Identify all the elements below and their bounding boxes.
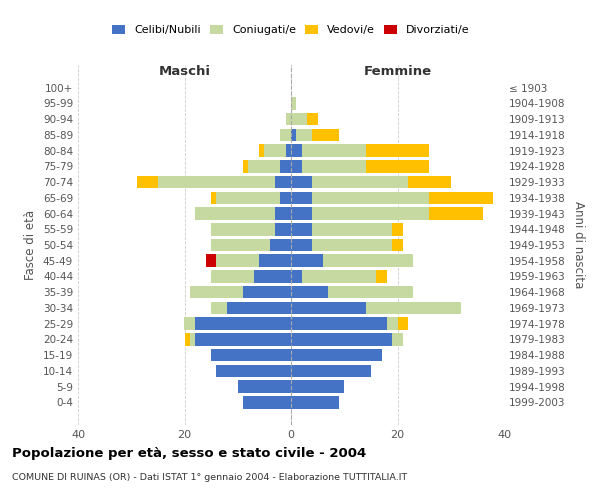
Bar: [217, 254, 259, 267]
Bar: [217, 364, 291, 377]
Bar: [211, 192, 217, 204]
Bar: [291, 113, 307, 126]
Bar: [430, 192, 493, 204]
Bar: [275, 207, 291, 220]
Bar: [323, 254, 413, 267]
Bar: [286, 144, 291, 157]
Bar: [227, 302, 291, 314]
Bar: [248, 160, 280, 172]
Bar: [291, 254, 323, 267]
Bar: [206, 254, 217, 267]
Bar: [430, 207, 483, 220]
Bar: [313, 176, 408, 188]
Bar: [280, 192, 291, 204]
Bar: [408, 176, 451, 188]
Bar: [254, 270, 291, 283]
Bar: [270, 238, 291, 252]
Bar: [291, 207, 313, 220]
Bar: [211, 223, 275, 235]
Bar: [392, 333, 403, 345]
Bar: [291, 333, 392, 345]
Bar: [211, 349, 291, 362]
Bar: [291, 238, 313, 252]
Bar: [243, 160, 248, 172]
Bar: [275, 223, 291, 235]
Bar: [243, 286, 291, 298]
Bar: [211, 238, 270, 252]
Text: Femmine: Femmine: [364, 65, 431, 78]
Bar: [185, 333, 190, 345]
Bar: [291, 380, 344, 393]
Bar: [291, 318, 387, 330]
Bar: [376, 270, 387, 283]
Bar: [137, 176, 158, 188]
Bar: [302, 270, 376, 283]
Bar: [195, 207, 275, 220]
Bar: [291, 97, 296, 110]
Bar: [259, 254, 291, 267]
Bar: [291, 223, 313, 235]
Bar: [313, 238, 392, 252]
Bar: [291, 349, 382, 362]
Bar: [195, 333, 291, 345]
Bar: [195, 318, 291, 330]
Bar: [185, 318, 195, 330]
Bar: [286, 113, 291, 126]
Bar: [302, 144, 365, 157]
Bar: [398, 318, 408, 330]
Bar: [190, 286, 243, 298]
Bar: [190, 333, 195, 345]
Legend: Celibi/Nubili, Coniugati/e, Vedovi/e, Divorziati/e: Celibi/Nubili, Coniugati/e, Vedovi/e, Di…: [108, 20, 474, 40]
Text: Maschi: Maschi: [158, 65, 211, 78]
Bar: [275, 176, 291, 188]
Bar: [302, 160, 365, 172]
Bar: [365, 144, 430, 157]
Bar: [217, 192, 280, 204]
Bar: [365, 302, 461, 314]
Bar: [392, 238, 403, 252]
Bar: [265, 144, 286, 157]
Bar: [313, 223, 392, 235]
Text: Popolazione per età, sesso e stato civile - 2004: Popolazione per età, sesso e stato civil…: [12, 448, 366, 460]
Bar: [280, 160, 291, 172]
Bar: [291, 364, 371, 377]
Y-axis label: Anni di nascita: Anni di nascita: [572, 202, 585, 288]
Bar: [296, 128, 313, 141]
Bar: [291, 270, 302, 283]
Bar: [238, 380, 291, 393]
Bar: [291, 128, 296, 141]
Bar: [291, 192, 313, 204]
Bar: [313, 192, 430, 204]
Bar: [211, 302, 227, 314]
Bar: [313, 207, 430, 220]
Text: COMUNE DI RUINAS (OR) - Dati ISTAT 1° gennaio 2004 - Elaborazione TUTTITALIA.IT: COMUNE DI RUINAS (OR) - Dati ISTAT 1° ge…: [12, 473, 407, 482]
Bar: [328, 286, 413, 298]
Bar: [392, 223, 403, 235]
Bar: [243, 396, 291, 408]
Bar: [291, 396, 339, 408]
Bar: [307, 113, 317, 126]
Y-axis label: Fasce di età: Fasce di età: [25, 210, 37, 280]
Bar: [291, 160, 302, 172]
Bar: [291, 176, 313, 188]
Bar: [291, 286, 328, 298]
Bar: [211, 270, 254, 283]
Bar: [365, 160, 430, 172]
Bar: [280, 128, 291, 141]
Bar: [313, 128, 339, 141]
Bar: [387, 318, 398, 330]
Bar: [291, 302, 365, 314]
Bar: [291, 144, 302, 157]
Bar: [158, 176, 275, 188]
Bar: [259, 144, 265, 157]
